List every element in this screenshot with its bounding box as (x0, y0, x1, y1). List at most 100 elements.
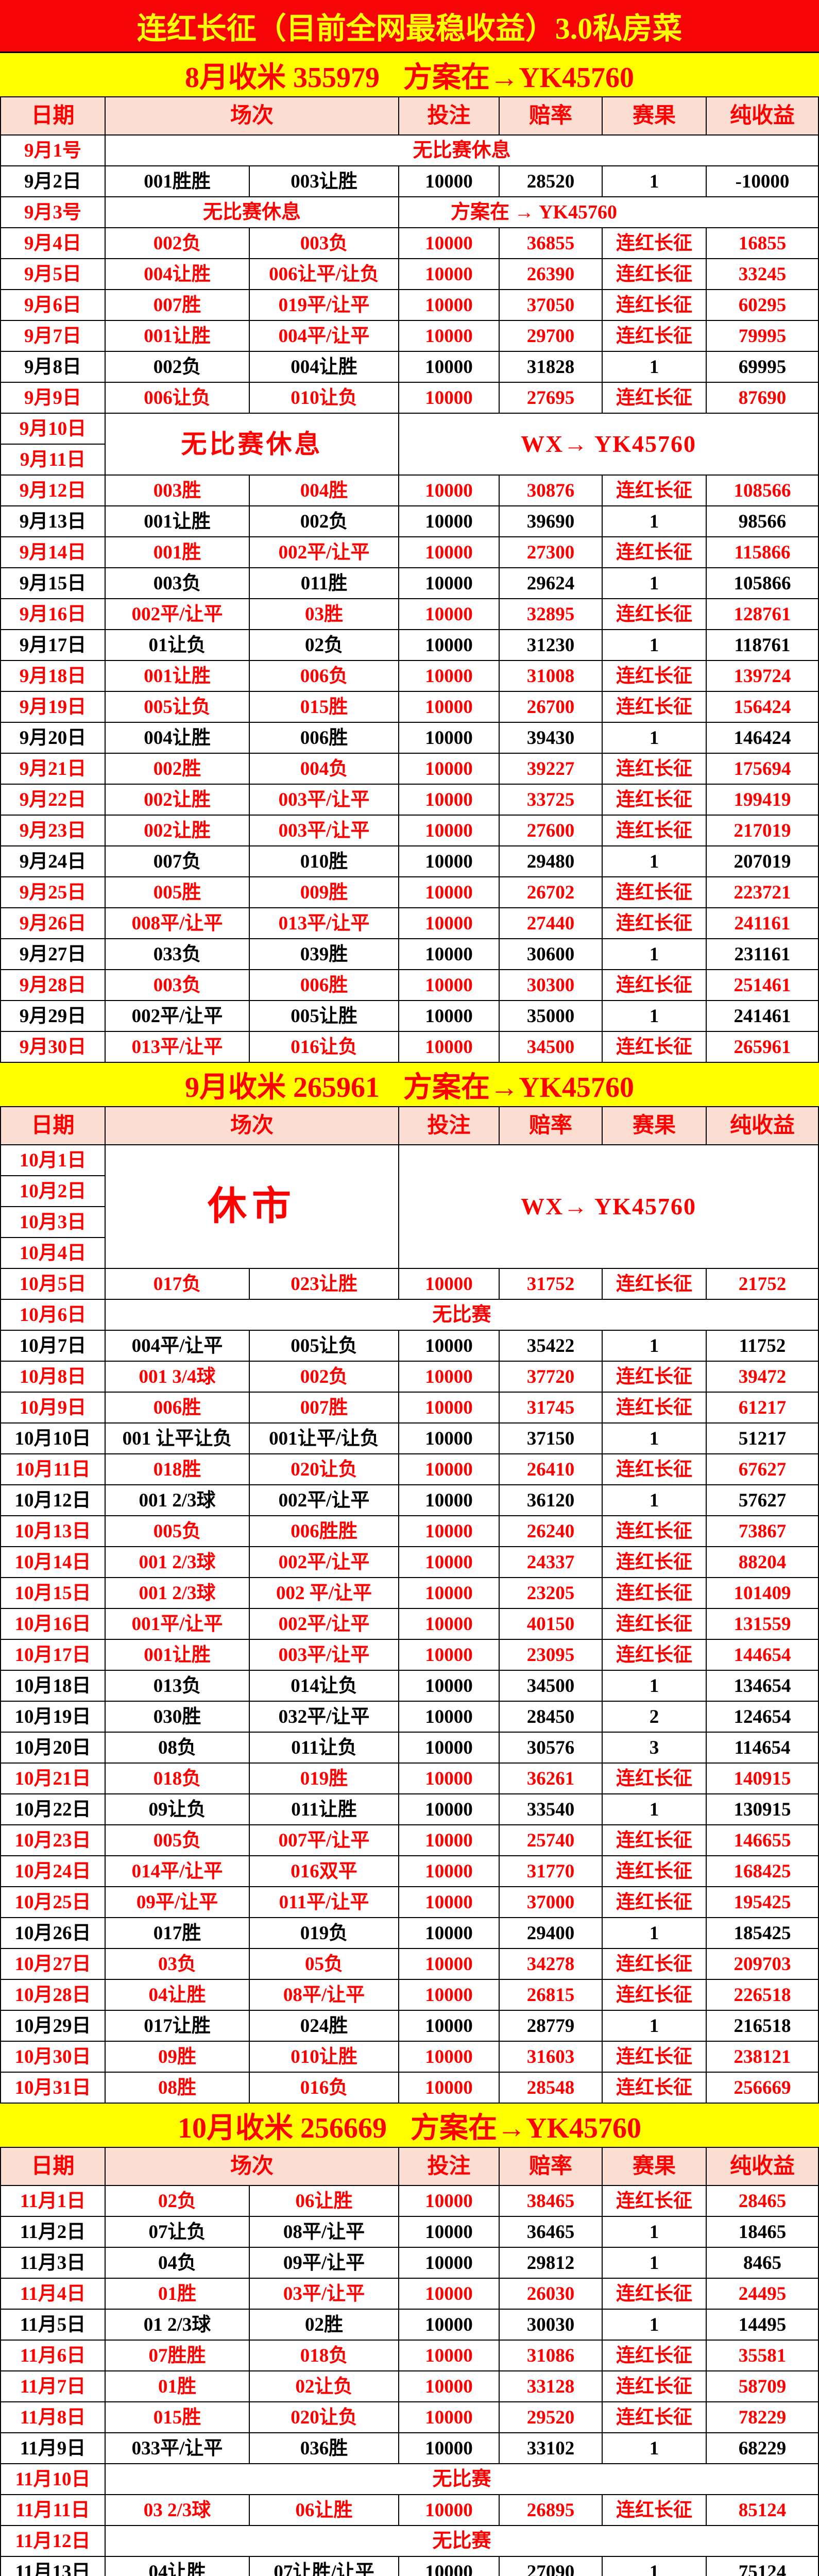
result-cell: 连红长征 (603, 1547, 707, 1578)
match1-cell: 018胜 (106, 1454, 250, 1485)
stake-cell: 10000 (399, 1001, 500, 1032)
odds-cell: 28548 (500, 2073, 603, 2104)
odds-cell: 37050 (500, 290, 603, 321)
profit-cell: 18465 (707, 2217, 819, 2248)
odds-cell: 33128 (500, 2371, 603, 2402)
results-spreadsheet: 8月收米 355979 方案在→YK45760 日期 场次 投注 赔率 赛果 纯收益 9月1号无… (0, 53, 819, 2576)
table-header-row: 日期 场次 投注 赔率 赛果 纯收益 (0, 1106, 819, 1145)
stake-cell: 10000 (399, 321, 500, 352)
stake-cell: 10000 (399, 259, 500, 290)
match2-cell: 011让胜 (250, 1794, 399, 1825)
result-cell: 连红长征 (603, 970, 707, 1001)
profit-cell: 33245 (707, 259, 819, 290)
profit-cell: 8465 (707, 2248, 819, 2279)
odds-cell: 26700 (500, 692, 603, 723)
odds-cell: 36261 (500, 1764, 603, 1794)
date-cell: 9月2日 (1, 166, 106, 197)
match1-cell: 04让胜 (106, 1980, 250, 2011)
date-cell: 11月5日 (1, 2310, 106, 2341)
banner-plan-account: 方案在→YK45760 (403, 1071, 634, 1104)
date-cell: 10月23日 (1, 1825, 106, 1856)
match2-cell: 010让负 (250, 383, 399, 414)
stake-cell: 10000 (399, 2011, 500, 2042)
date-cell: 10月14日 (1, 1547, 106, 1578)
stake-cell: 10000 (399, 2341, 500, 2371)
result-cell: 1 (603, 2433, 707, 2464)
result-cell: 连红长征 (603, 1825, 707, 1856)
header-cell-stake: 投注 (399, 2148, 500, 2186)
odds-cell: 30600 (500, 939, 603, 970)
date-cell: 11月13日 (1, 2557, 106, 2576)
profit-cell: 35581 (707, 2341, 819, 2371)
result-cell: 连红长征 (603, 2279, 707, 2310)
header-cell-result: 赛果 (603, 2148, 707, 2186)
match1-cell: 02负 (106, 2186, 250, 2217)
match1-cell: 09让负 (106, 1794, 250, 1825)
date-cell: 9月12日 (1, 476, 106, 506)
date-cell: 10月26日 (1, 1918, 106, 1949)
profit-cell: 223721 (707, 877, 819, 908)
month-banner: 9月收米 265961 方案在→YK45760 (0, 1063, 819, 1106)
match2-cell: 03平/让平 (250, 2279, 399, 2310)
odds-cell: 26240 (500, 1516, 603, 1547)
match2-cell: 002平/让平 (250, 1547, 399, 1578)
stake-cell: 10000 (399, 1485, 500, 1516)
date-cell: 9月18日 (1, 661, 106, 692)
stake-cell: 10000 (399, 2402, 500, 2433)
result-cell: 连红长征 (603, 383, 707, 414)
stake-cell: 10000 (399, 908, 500, 939)
match2-cell: 011胜 (250, 568, 399, 599)
table-header-row: 日期 场次 投注 赔率 赛果 纯收益 (0, 2147, 819, 2186)
odds-cell: 26030 (500, 2279, 603, 2310)
profit-cell: 68229 (707, 2433, 819, 2464)
odds-cell: 29624 (500, 568, 603, 599)
match1-cell: 007胜 (106, 290, 250, 321)
match2-cell: 06让胜 (250, 2186, 399, 2217)
profit-cell: 51217 (707, 1423, 819, 1454)
profit-cell: 134654 (707, 1671, 819, 1702)
stake-cell: 10000 (399, 506, 500, 537)
match2-cell: 032平/让平 (250, 1702, 399, 1733)
date-cell: 10月28日 (1, 1980, 106, 2011)
profit-cell: 108566 (707, 476, 819, 506)
match2-cell: 016让负 (250, 1032, 399, 1063)
result-cell: 连红长征 (603, 1269, 707, 1300)
result-cell: 连红长征 (603, 2495, 707, 2526)
date-cell: 10月13日 (1, 1516, 106, 1547)
stake-cell: 10000 (399, 2495, 500, 2526)
profit-cell: 21752 (707, 1269, 819, 1300)
market-closed-cell: 无比赛休息 (106, 414, 399, 476)
result-cell: 连红长征 (603, 321, 707, 352)
result-cell: 连红长征 (603, 1393, 707, 1423)
match2-cell: 039胜 (250, 939, 399, 970)
header-cell-odds: 赔率 (500, 1107, 603, 1145)
stake-cell: 10000 (399, 228, 500, 259)
stake-cell: 10000 (399, 1949, 500, 1980)
match2-cell: 08平/让平 (250, 2217, 399, 2248)
odds-cell: 31828 (500, 352, 603, 383)
match1-cell: 002让胜 (106, 816, 250, 846)
match1-cell: 030胜 (106, 1702, 250, 1733)
result-cell: 连红长征 (603, 2186, 707, 2217)
profit-cell: 118761 (707, 630, 819, 661)
odds-cell: 40150 (500, 1609, 603, 1640)
result-cell: 连红长征 (603, 877, 707, 908)
result-cell: 连红长征 (603, 1764, 707, 1794)
stake-cell: 10000 (399, 1764, 500, 1794)
stake-cell: 10000 (399, 2279, 500, 2310)
match1-cell: 09平/让平 (106, 1887, 250, 1918)
month-banner: 10月收米 256669 方案在→YK45760 (0, 2104, 819, 2147)
profit-cell: 241461 (707, 1001, 819, 1032)
profit-cell: 144654 (707, 1640, 819, 1671)
match2-cell: 013平/让平 (250, 908, 399, 939)
date-cell: 9月11日 (1, 445, 106, 476)
banner-plan-account: 方案在→YK45760 (411, 2112, 641, 2144)
date-cell: 9月9日 (1, 383, 106, 414)
stake-cell: 10000 (399, 476, 500, 506)
profit-cell: 67627 (707, 1454, 819, 1485)
profit-cell: 28465 (707, 2186, 819, 2217)
date-cell: 10月25日 (1, 1887, 106, 1918)
header-cell-date: 日期 (1, 2148, 106, 2186)
date-cell: 10月9日 (1, 1393, 106, 1423)
match1-cell: 018负 (106, 1764, 250, 1794)
